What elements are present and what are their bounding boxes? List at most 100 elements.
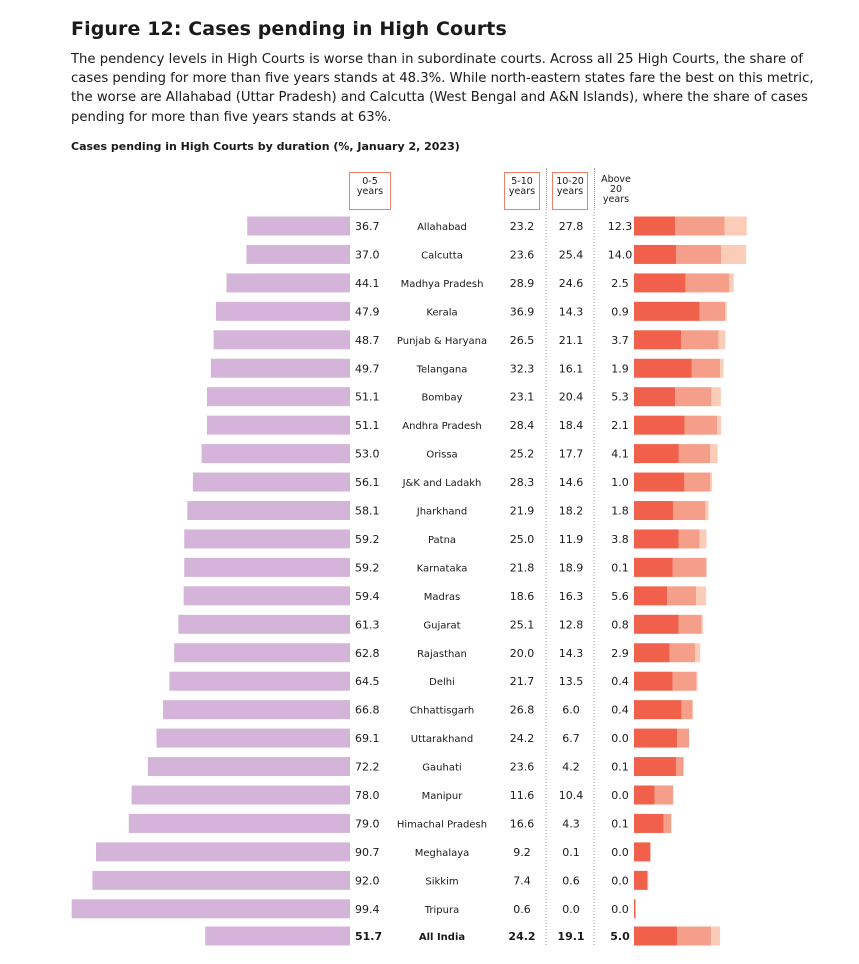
bar-0-5-15	[174, 643, 350, 663]
value-0-5-20: 78.0	[355, 789, 380, 802]
bar-5-10-15	[634, 643, 670, 663]
value-0-5-6: 51.1	[355, 391, 380, 404]
bar-0-5-8	[201, 444, 350, 464]
court-label-13: Madras	[424, 592, 461, 603]
value-10-20-7: 18.4	[559, 419, 584, 432]
bar-5-10-0	[634, 216, 676, 236]
bar-5-10-12	[634, 557, 673, 577]
value-5-10-13: 18.6	[510, 590, 535, 603]
value-above20-15: 2.9	[611, 647, 629, 660]
bar-5-10-20	[634, 785, 655, 805]
value-5-10-6: 23.1	[510, 391, 535, 404]
bar-above20-6	[711, 387, 721, 407]
bar-above20-7	[717, 415, 722, 435]
value-0-5-11: 59.2	[355, 533, 380, 546]
bar-above20-0	[724, 216, 747, 236]
header-5-10-years: 5-10 years	[504, 172, 540, 210]
value-5-10-5: 32.3	[510, 362, 535, 375]
value-10-20-16: 13.5	[559, 675, 584, 688]
value-10-20-total: 19.1	[557, 930, 584, 943]
chart-subtitle: Cases pending in High Courts by duration…	[71, 140, 460, 153]
bar-5-10-24	[634, 899, 636, 919]
value-10-20-4: 21.1	[559, 334, 584, 347]
value-10-20-14: 12.8	[559, 618, 584, 631]
bar-5-10-19	[634, 757, 677, 777]
bar-0-5-17	[162, 700, 350, 720]
bar-5-10-total	[634, 926, 678, 946]
bar-5-10-4	[634, 330, 682, 350]
value-10-20-3: 14.3	[559, 305, 584, 318]
bar-10-20-17	[681, 700, 693, 720]
court-label-4: Punjab & Haryana	[397, 336, 487, 347]
bar-0-5-7	[206, 415, 350, 435]
court-label-0: Allahabad	[417, 222, 467, 233]
bar-0-5-23	[92, 870, 351, 890]
bar-10-20-18	[677, 728, 690, 748]
bar-5-10-18	[634, 728, 678, 748]
bar-5-10-3	[634, 301, 700, 321]
court-label-21: Himachal Pradesh	[397, 819, 487, 830]
bar-5-10-1	[634, 244, 677, 264]
value-above20-21: 0.1	[611, 817, 629, 830]
value-10-20-21: 4.3	[562, 817, 580, 830]
bar-above20-15	[695, 643, 701, 663]
bar-above20-2	[729, 273, 734, 293]
bar-5-10-5	[634, 358, 692, 378]
bar-10-20-10	[672, 501, 706, 520]
bar-0-5-14	[178, 614, 350, 634]
bar-0-5-24	[71, 899, 351, 919]
value-10-20-1: 25.4	[559, 248, 584, 261]
bar-above20-16	[696, 671, 698, 691]
value-above20-1: 14.0	[608, 248, 633, 261]
value-above20-9: 1.0	[611, 476, 629, 489]
value-0-5-1: 37.0	[355, 248, 380, 261]
value-0-5-7: 51.1	[355, 419, 380, 432]
value-above20-12: 0.1	[611, 561, 629, 574]
court-label-17: Chhattisgarh	[410, 706, 474, 717]
bar-0-5-5	[210, 358, 350, 378]
value-0-5-12: 59.2	[355, 561, 380, 574]
value-5-10-total: 24.2	[508, 930, 535, 943]
value-0-5-15: 62.8	[355, 647, 380, 660]
bar-0-5-2	[226, 273, 350, 293]
value-above20-3: 0.9	[611, 305, 629, 318]
bar-above20-8	[710, 444, 718, 464]
court-label-10: Jharkhand	[416, 507, 467, 518]
court-label-7: Andhra Pradesh	[402, 421, 481, 432]
value-5-10-11: 25.0	[510, 533, 535, 546]
bar-5-10-16	[634, 671, 673, 691]
bar-5-10-8	[634, 444, 679, 464]
bar-5-10-21	[634, 813, 664, 833]
value-5-10-22: 9.2	[513, 846, 531, 859]
value-above20-7: 2.1	[611, 419, 629, 432]
value-above20-8: 4.1	[611, 448, 629, 461]
bar-10-20-2	[685, 273, 730, 293]
bar-10-20-3	[699, 301, 726, 321]
value-0-5-3: 47.9	[355, 305, 380, 318]
header-0-5-years: 0-5 years	[349, 172, 391, 210]
bar-0-5-1	[246, 244, 350, 264]
value-10-20-9: 14.6	[559, 476, 584, 489]
bar-0-5-22	[96, 842, 350, 862]
value-above20-11: 3.8	[611, 533, 629, 546]
value-above20-19: 0.1	[611, 761, 629, 774]
header-above20-line2: 20	[609, 184, 623, 195]
court-label-22: Meghalaya	[415, 848, 470, 859]
bar-10-20-9	[684, 472, 711, 492]
court-label-24: Tripura	[424, 905, 459, 916]
bar-10-20-1	[676, 244, 722, 264]
value-10-20-0: 27.8	[559, 220, 584, 233]
bar-5-10-23	[634, 870, 648, 890]
value-above20-5: 1.9	[611, 362, 629, 375]
bar-0-5-12	[184, 557, 350, 577]
bar-0-5-0	[247, 216, 350, 236]
value-5-10-20: 11.6	[510, 789, 535, 802]
bar-5-10-17	[634, 700, 682, 720]
header-5-10-line1: 5-10	[511, 176, 533, 187]
value-5-10-16: 21.7	[510, 675, 535, 688]
court-label-16: Delhi	[429, 677, 455, 688]
bar-0-5-11	[184, 529, 350, 549]
value-5-10-18: 24.2	[510, 732, 535, 745]
bar-10-20-0	[675, 216, 725, 236]
